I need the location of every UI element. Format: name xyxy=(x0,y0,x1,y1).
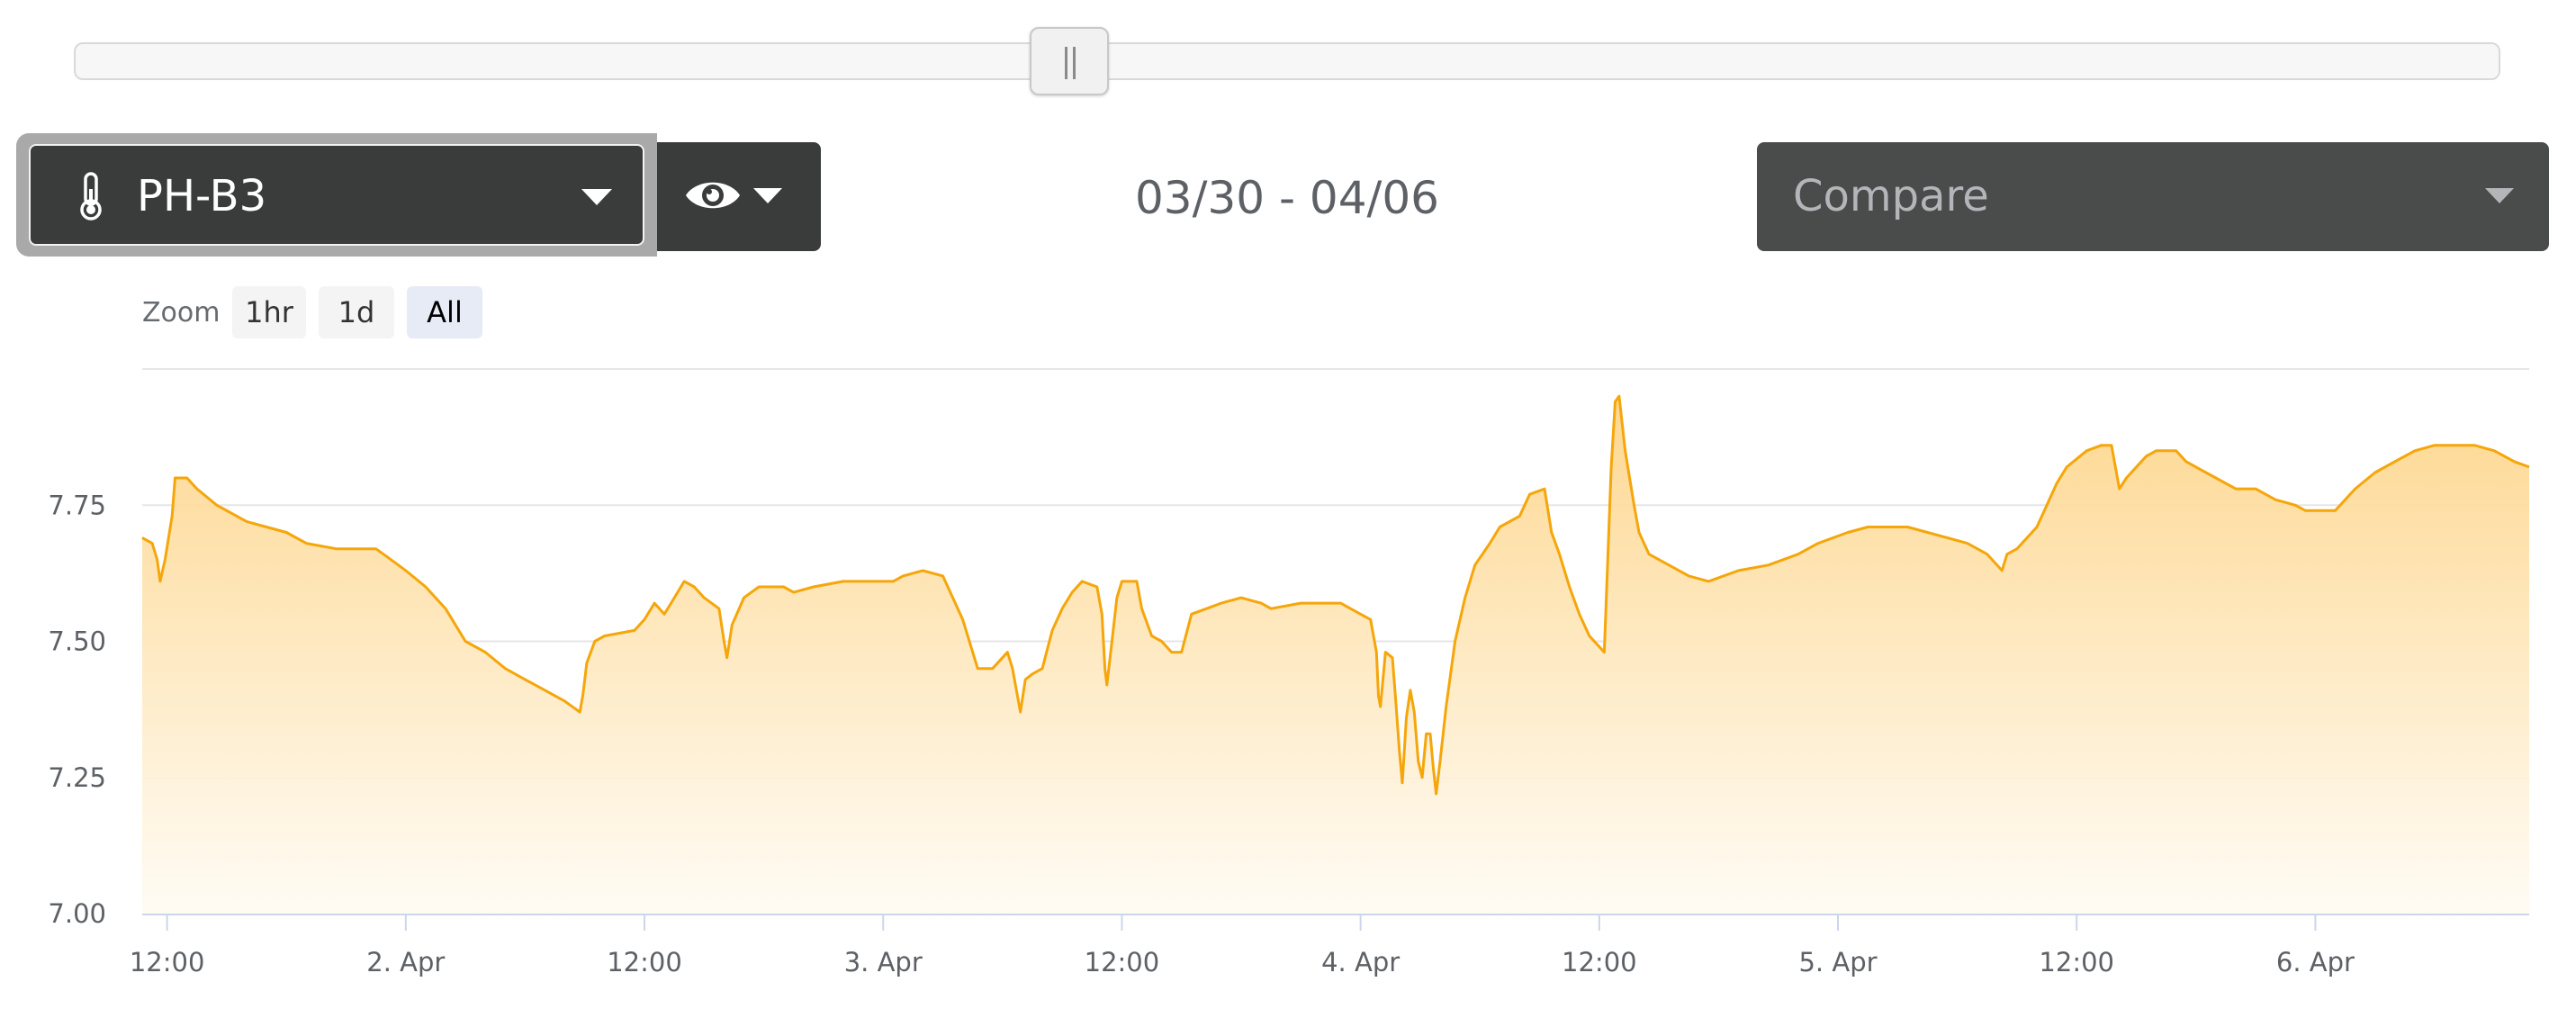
y-tick-label: 7.50 xyxy=(48,626,106,657)
x-axis-ticks: 12:00 2. Apr 12:00 3. Apr 12:00 4. Apr 12:00 5.… xyxy=(130,914,2355,977)
visibility-toggle-button[interactable] xyxy=(657,142,821,251)
range-slider-handle[interactable] xyxy=(1030,27,1109,95)
zoom-1d-button[interactable]: 1d xyxy=(319,286,394,338)
series-area xyxy=(142,396,2529,914)
x-tick-label: 3. Apr xyxy=(844,947,923,977)
series-line-path xyxy=(141,394,2530,796)
x-tick-label: 12:00 xyxy=(607,947,682,977)
eye-icon xyxy=(684,175,742,220)
x-tick-label: 12:00 xyxy=(1562,947,1637,977)
y-tick-label: 7.00 xyxy=(48,898,106,929)
x-tick-label: 4. Apr xyxy=(1321,947,1400,977)
chevron-down-icon xyxy=(2485,188,2514,207)
sensor-select[interactable]: PH-B3 xyxy=(29,144,644,246)
range-slider-track[interactable] xyxy=(74,42,2500,80)
y-tick-label: 7.75 xyxy=(48,490,106,520)
y-tick-label: 7.25 xyxy=(48,762,106,793)
zoom-1hr-button[interactable]: 1hr xyxy=(232,286,306,338)
compare-select-placeholder: Compare xyxy=(1793,171,1989,221)
compare-select[interactable]: Compare xyxy=(1757,142,2549,251)
grip-line xyxy=(1065,47,1067,79)
thermometer-icon xyxy=(77,171,104,225)
x-tick-label: 5. Apr xyxy=(1798,947,1877,977)
date-range-label: 03/30 - 04/06 xyxy=(1134,172,1439,224)
grip-line xyxy=(1073,47,1076,79)
sensor-select-value: PH-B3 xyxy=(137,171,267,221)
chevron-down-icon xyxy=(581,189,612,209)
zoom-all-button[interactable]: All xyxy=(407,286,482,338)
x-tick-label: 12:00 xyxy=(2039,947,2114,977)
series-area-fill xyxy=(142,396,2529,914)
x-tick-label: 12:00 xyxy=(130,947,205,977)
series-line xyxy=(141,394,2530,796)
x-tick-label: 12:00 xyxy=(1085,947,1160,977)
x-tick-label: 2. Apr xyxy=(366,947,445,977)
y-axis-ticks: 7.00 7.25 7.50 7.75 xyxy=(48,490,106,929)
zoom-label: Zoom xyxy=(142,297,221,329)
x-tick-label: 6. Apr xyxy=(2276,947,2355,977)
chevron-down-icon xyxy=(753,188,782,207)
